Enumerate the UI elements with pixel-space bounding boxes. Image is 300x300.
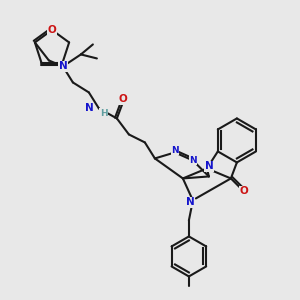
Text: N: N [189,156,197,165]
Text: N: N [185,197,194,207]
Text: N: N [205,161,213,171]
Text: N: N [85,103,94,113]
Text: O: O [239,186,248,197]
Text: O: O [48,25,56,35]
Text: O: O [118,94,127,104]
Text: N: N [58,61,67,71]
Text: H: H [100,109,107,118]
Text: N: N [171,146,179,155]
